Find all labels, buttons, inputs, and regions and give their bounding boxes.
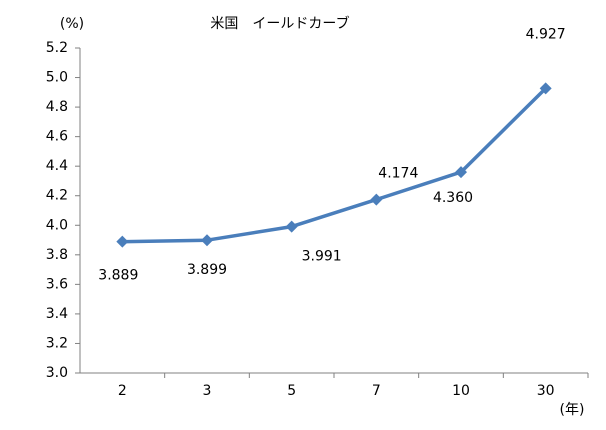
x-tick-label: 3: [203, 383, 212, 399]
x-tick-label: 30: [537, 383, 555, 399]
y-tick-label: 3.2: [46, 335, 68, 351]
y-tick-label: 3.8: [46, 247, 68, 263]
y-tick-label: 3.0: [46, 365, 68, 381]
y-tick-label: 3.6: [46, 276, 68, 292]
data-label: 3.991: [302, 249, 342, 265]
x-tick-label: 5: [287, 383, 296, 399]
y-tick-label: 3.4: [46, 306, 68, 322]
data-label: 3.889: [98, 268, 138, 284]
data-label: 3.899: [187, 262, 227, 278]
line: [122, 87, 547, 244]
marker: [539, 82, 552, 95]
x-tick-label: 10: [452, 383, 470, 399]
marker: [116, 235, 129, 248]
x-axis-label: (年): [560, 402, 585, 418]
marker: [370, 193, 383, 206]
y-tick-label: 4.8: [46, 99, 68, 115]
y-axis-label: (%): [60, 16, 84, 32]
data-label: 4.360: [433, 190, 473, 206]
x-tick-label: 2: [118, 383, 127, 399]
marker: [455, 166, 467, 179]
y-tick-label: 5.2: [46, 40, 68, 56]
marker: [201, 234, 213, 247]
x-tick-label: 7: [372, 383, 381, 399]
marker: [285, 220, 298, 233]
chart-title: 米国 イールドカーブ: [210, 15, 349, 32]
data-label: 4.174: [378, 166, 418, 182]
y-tick-label: 4.6: [46, 129, 68, 145]
y-tick-label: 4.2: [46, 188, 68, 204]
data-label: 4.927: [526, 26, 566, 42]
y-tick-label: 4.4: [46, 158, 68, 174]
y-tick-label: 5.0: [46, 70, 68, 86]
y-tick-label: 4.0: [46, 217, 68, 233]
